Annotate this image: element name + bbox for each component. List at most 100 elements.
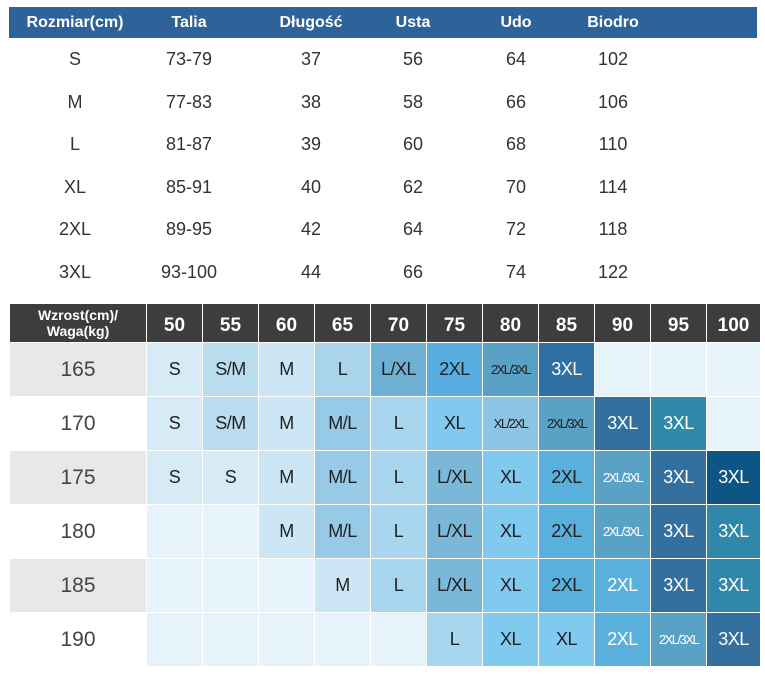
- corner-label: Wzrost(cm)/Waga(kg): [10, 304, 146, 342]
- cell-length: 39: [300, 134, 322, 155]
- cell-rise: 56: [402, 49, 424, 69]
- size-cell: XL: [539, 613, 594, 666]
- size-cell: [707, 343, 760, 396]
- size-cell: M/L: [315, 505, 370, 558]
- size-cell: XL: [427, 397, 482, 450]
- size-cell: [147, 613, 202, 666]
- size-row: M 77-83 38 58 66 106: [0, 82, 765, 122]
- size-cell: L: [371, 451, 426, 504]
- size-cell: L: [315, 343, 370, 396]
- size-cell: L: [371, 559, 426, 612]
- weight-header: 55: [203, 304, 258, 342]
- header-length: Długość: [279, 14, 343, 31]
- size-cell: 2XL: [539, 451, 594, 504]
- height-label-cell: 175: [10, 451, 146, 504]
- size-cell: 2XL: [595, 613, 650, 666]
- size-cell: 3XL: [651, 451, 706, 504]
- weight-label: Waga(kg): [46, 323, 110, 339]
- cell-length: 38: [300, 91, 322, 112]
- size-cell: 2XL: [539, 505, 594, 558]
- header-hip: Biodro: [587, 14, 639, 31]
- size-cell: XL: [483, 613, 538, 666]
- size-cell: 3XL: [595, 397, 650, 450]
- size-cell: 2XL/3XL: [651, 613, 706, 666]
- size-cell: S/M: [203, 397, 258, 450]
- cell-length: 44: [300, 262, 322, 282]
- size-cell: M/L: [315, 397, 370, 450]
- size-cell: S/M: [203, 343, 258, 396]
- weight-header: 75: [427, 304, 482, 342]
- size-cell: L/XL: [371, 343, 426, 396]
- cell-rise: 58: [402, 91, 424, 112]
- height-label-cell: 180: [10, 505, 146, 558]
- size-cell: L: [371, 397, 426, 450]
- cell-hip: 118: [598, 219, 628, 240]
- size-row: S 73-79 37 56 64 102: [0, 39, 765, 79]
- cell-waist: 85-91: [165, 176, 213, 197]
- size-cell: 2XL: [427, 343, 482, 396]
- weight-header: 50: [147, 304, 202, 342]
- size-row: 3XL 93-100 44 66 74 122: [0, 252, 765, 292]
- cell-rise: 60: [402, 134, 424, 155]
- size-cell: S: [147, 451, 202, 504]
- header-waist: Talia: [171, 14, 207, 31]
- weight-header: 80: [483, 304, 538, 342]
- size-cell: [315, 613, 370, 666]
- size-cell: [147, 559, 202, 612]
- header-thigh: Udo: [500, 14, 532, 31]
- weight-header: 85: [539, 304, 594, 342]
- cell-hip: 122: [597, 262, 629, 282]
- cell-size: L: [69, 134, 81, 155]
- size-cell: 3XL: [707, 505, 760, 558]
- size-cell: XL: [483, 451, 538, 504]
- cell-thigh: 74: [505, 262, 527, 282]
- weight-header: 95: [651, 304, 706, 342]
- cell-hip: 102: [597, 49, 629, 69]
- size-cell: S: [147, 343, 202, 396]
- size-cell: [203, 505, 258, 558]
- cell-waist: 77-83: [165, 91, 213, 112]
- size-cell: M/L: [315, 451, 370, 504]
- size-row: L 81-87 39 60 68 110: [0, 124, 765, 164]
- size-cell: S: [203, 451, 258, 504]
- size-cell: XL/2XL: [483, 397, 538, 450]
- cell-rise: 62: [402, 176, 424, 197]
- size-cell: [707, 397, 760, 450]
- cell-size: 3XL: [58, 262, 92, 282]
- cell-rise: 64: [402, 219, 424, 240]
- weight-header: 90: [595, 304, 650, 342]
- size-cell: L/XL: [427, 505, 482, 558]
- cell-length: 37: [300, 49, 322, 69]
- size-cell: L: [427, 613, 482, 666]
- size-cell: [203, 613, 258, 666]
- size-cell: 2XL: [595, 559, 650, 612]
- size-cell: [371, 613, 426, 666]
- size-cell: S: [147, 397, 202, 450]
- size-cell: M: [259, 451, 314, 504]
- size-cell: 3XL: [707, 451, 760, 504]
- weight-header: 65: [315, 304, 370, 342]
- cell-hip: 106: [597, 91, 629, 112]
- size-cell: 3XL: [651, 397, 706, 450]
- header-rise: Usta: [395, 14, 431, 31]
- cell-thigh: 68: [505, 134, 527, 155]
- cell-size: M: [67, 91, 83, 112]
- size-cell: [595, 343, 650, 396]
- size-cell: [651, 343, 706, 396]
- size-cell: 2XL/3XL: [595, 505, 650, 558]
- cell-length: 42: [300, 219, 322, 240]
- size-cell: [259, 613, 314, 666]
- height-weight-fit-table: Wzrost(cm)/Waga(kg) 50 55 60 65 70 75 80 85 90 95 1…: [10, 304, 760, 666]
- size-cell: M: [259, 343, 314, 396]
- size-cell: 2XL: [539, 559, 594, 612]
- cell-waist: 93-100: [160, 262, 218, 282]
- size-cell: 3XL: [651, 505, 706, 558]
- cell-hip: 114: [598, 176, 628, 197]
- height-label: Wzrost(cm)/: [37, 307, 119, 323]
- height-label-cell: 185: [10, 559, 146, 612]
- cell-thigh: 64: [505, 49, 527, 69]
- cell-thigh: 70: [505, 176, 527, 197]
- header-size: Rozmiar(cm): [26, 14, 124, 31]
- size-cell: 2XL/3XL: [595, 451, 650, 504]
- size-cell: M: [259, 505, 314, 558]
